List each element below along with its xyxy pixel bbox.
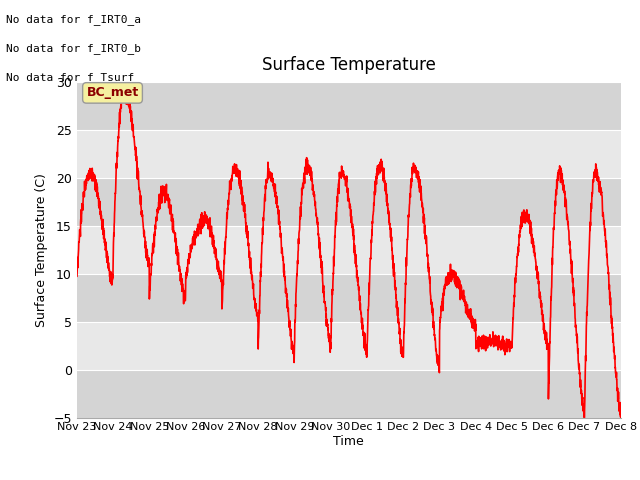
Y-axis label: Surface Temperature (C): Surface Temperature (C) (35, 173, 48, 326)
Bar (77, 322, 621, 370)
Bar (77, 178, 621, 226)
Text: No data for f_IRT0_b: No data for f_IRT0_b (6, 43, 141, 54)
Bar (77, 130, 621, 178)
Bar (77, 226, 621, 274)
Text: No data for f_IRT0_a: No data for f_IRT0_a (6, 14, 141, 25)
Bar (77, 370, 621, 418)
Bar (77, 82, 621, 130)
Title: Surface Temperature: Surface Temperature (262, 57, 436, 74)
Bar (77, 274, 621, 322)
X-axis label: Time: Time (333, 435, 364, 448)
Text: No data for f_Tsurf: No data for f_Tsurf (6, 72, 134, 83)
Text: BC_met: BC_met (86, 86, 139, 99)
